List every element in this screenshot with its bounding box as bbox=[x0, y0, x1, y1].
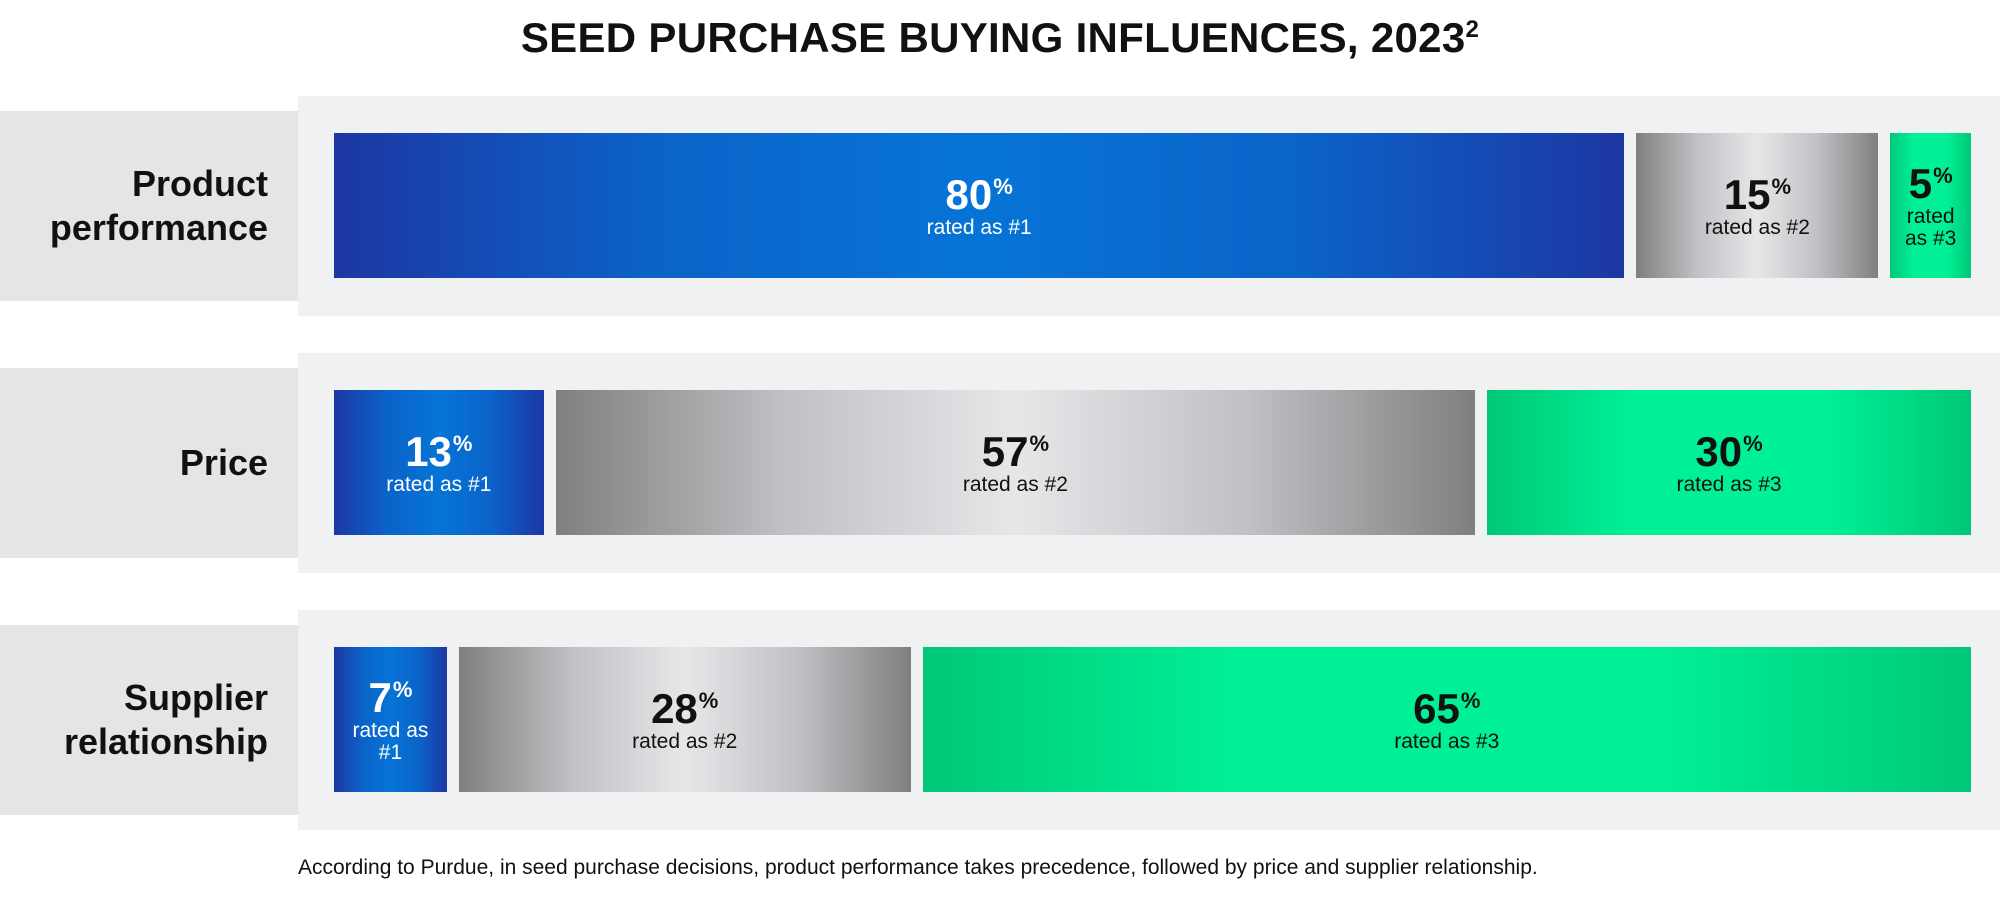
bar-segment: 7% rated as #1 bbox=[334, 647, 447, 792]
title-superscript: 2 bbox=[1465, 16, 1480, 43]
segment-value-label: 28% bbox=[651, 684, 719, 732]
segment-rank-label: rated as #2 bbox=[632, 729, 738, 753]
segment-rank-label: rated as #2 bbox=[1704, 215, 1810, 239]
percent-sign: % bbox=[1743, 430, 1763, 456]
bar-segment: 80% rated as #1 bbox=[334, 133, 1625, 278]
category-label-box: Price bbox=[0, 368, 298, 558]
category-label: Price bbox=[179, 442, 268, 483]
category-label-box: Supplier relationship bbox=[0, 625, 298, 815]
segment-rank-label: rated as #2 bbox=[962, 472, 1068, 496]
percent-sign: % bbox=[993, 173, 1013, 199]
segment-value-label: 13% bbox=[405, 427, 473, 475]
bar-segment: 57% rated as #2 bbox=[555, 390, 1476, 535]
footnote: According to Purdue, in seed purchase de… bbox=[298, 856, 1538, 879]
segment-value-label: 80% bbox=[945, 170, 1013, 218]
segment-rank-label: rated as #1 bbox=[386, 472, 492, 496]
percent-sign: % bbox=[1933, 162, 1953, 188]
category-label: Product performance bbox=[49, 163, 268, 248]
segment-value-label: 57% bbox=[981, 427, 1050, 475]
segment-value-label: 5% bbox=[1908, 159, 1953, 207]
segment-value-label: 65% bbox=[1413, 684, 1481, 732]
bar-segment: 13% rated as #1 bbox=[334, 390, 544, 535]
bar-segment: 30% rated as #3 bbox=[1487, 390, 1971, 535]
percent-sign: % bbox=[698, 687, 719, 713]
bar-segment: 65% rated as #3 bbox=[922, 647, 1971, 792]
chart-title: SEED PURCHASE BUYING INFLUENCES, 20232 bbox=[520, 14, 1480, 61]
percent-sign: % bbox=[392, 676, 413, 702]
segment-rank-label: rated as #3 bbox=[1394, 729, 1500, 753]
segment-value-label: 30% bbox=[1695, 427, 1763, 475]
percent-sign: % bbox=[1029, 430, 1050, 456]
segment-value-label: 15% bbox=[1723, 170, 1791, 218]
segment-rank-label: rated as #1 bbox=[926, 215, 1032, 239]
segment-rank-label: rated as #1 bbox=[352, 718, 429, 764]
bar-segment: 28% rated as #2 bbox=[458, 647, 911, 792]
segment-value-label: 7% bbox=[368, 673, 413, 721]
segment-rank-label: rated as #3 bbox=[1676, 472, 1782, 496]
bar-segment: 5% rated as #3 bbox=[1890, 133, 1971, 278]
percent-sign: % bbox=[452, 430, 473, 456]
bar-segment: 15% rated as #2 bbox=[1636, 133, 1879, 278]
percent-sign: % bbox=[1771, 173, 1791, 199]
segment-rank-label: rated as #3 bbox=[1904, 204, 1957, 250]
percent-sign: % bbox=[1460, 687, 1481, 713]
category-label: Supplier relationship bbox=[63, 677, 268, 762]
category-label-box: Product performance bbox=[0, 111, 298, 301]
